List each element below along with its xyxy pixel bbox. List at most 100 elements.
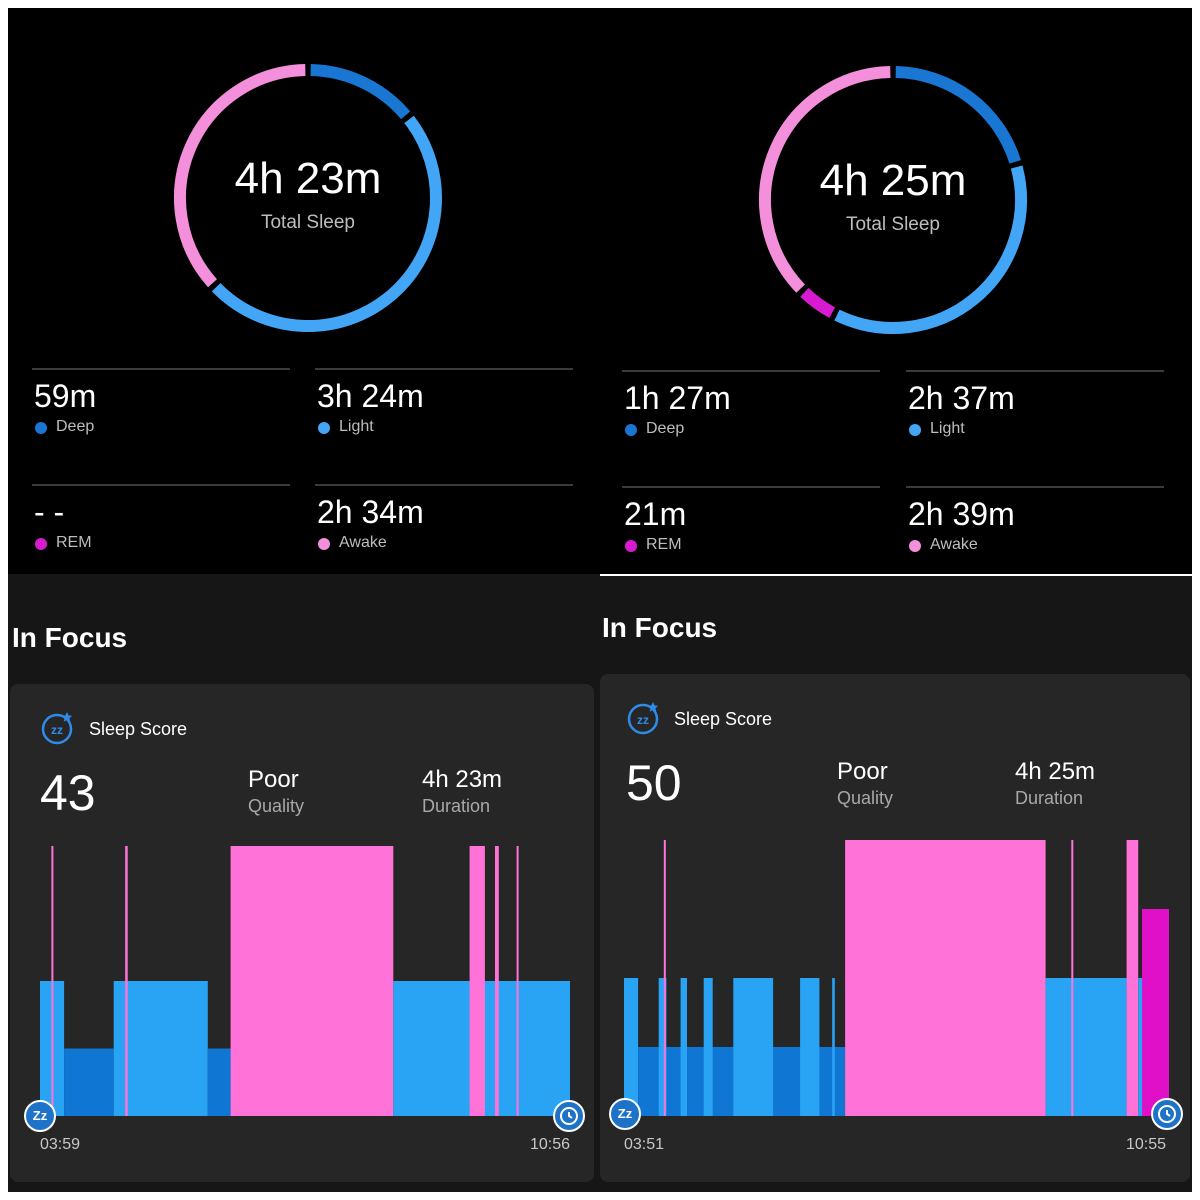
stage-bar-light (113, 981, 208, 1116)
duration-value: 4h 23m (422, 766, 503, 793)
quality-label: Quality (248, 796, 305, 816)
sleep-summary-section: 4h 23m Total Sleep 59m Deep 3h 24m Light… (8, 8, 600, 574)
in-focus-section: In Focus zz Sleep Score 43 Poor Quality … (8, 574, 600, 1192)
sleep-score-icon: zz (40, 710, 76, 746)
stat-light-label: Light (339, 418, 374, 435)
stat-light: 3h 24m Light (315, 368, 573, 435)
sleep-stage-ring-chart (759, 66, 1027, 334)
deep-dot-icon (625, 424, 637, 436)
quality-metric: Poor Quality (248, 766, 304, 817)
total-sleep-ring: 4h 23m Total Sleep (163, 53, 453, 343)
rem-dot-icon (625, 540, 637, 552)
stage-bar-awake (663, 840, 666, 1116)
in-focus-title: In Focus (602, 612, 718, 643)
sleep-summary-section: 4h 25m Total Sleep 1h 27m Deep 2h 37m Li… (598, 8, 1192, 574)
stage-bar-light (703, 978, 713, 1116)
stage-bar-light (733, 978, 774, 1116)
stat-rem-label: REM (646, 536, 682, 553)
quality-label: Quality (837, 788, 894, 808)
stat-rem-value: 21m (624, 496, 687, 532)
total-sleep-value: 4h 25m (819, 156, 967, 205)
end-time: 10:56 (530, 1136, 571, 1153)
stage-bar-awake (230, 846, 394, 1116)
sleep-stage-timeline (40, 846, 570, 1116)
stat-light-value: 2h 37m (908, 380, 1015, 416)
sleep-score-label: Sleep Score (89, 719, 188, 739)
stat-rem-value: - - (34, 494, 65, 530)
sleep-panel-right: 4h 25m Total Sleep 1h 27m Deep 2h 37m Li… (598, 0, 1192, 1200)
sleep-start-badge-icon: Zz (24, 1100, 56, 1132)
ring-segment-rem (800, 287, 836, 318)
rem-dot-icon (35, 538, 47, 550)
stage-bar-awake (845, 840, 1046, 1116)
in-focus-title: In Focus (12, 622, 128, 653)
duration-metric: 4h 25m Duration (1015, 758, 1095, 809)
ring-segment-light (834, 165, 1027, 334)
stat-deep-value: 59m (34, 378, 97, 414)
stat-rem: - - REM (32, 484, 290, 551)
stage-bar-rem (1142, 909, 1169, 1116)
sleep-score-label: Sleep Score (674, 709, 773, 729)
quality-metric: Poor Quality (837, 758, 893, 809)
quality-value: Poor (248, 766, 299, 793)
stat-rem-label: REM (56, 534, 92, 551)
stage-bar-awake (495, 846, 499, 1116)
ring-segment-awake (759, 66, 891, 293)
sleep-score-card[interactable]: zz Sleep Score 50 Poor Quality 4h 25m Du… (600, 674, 1190, 1182)
end-time: 10:55 (1126, 1136, 1167, 1153)
sleep-panel-left: 4h 23m Total Sleep 59m Deep 3h 24m Light… (8, 0, 600, 1200)
ring-segment-deep (310, 64, 411, 120)
stat-deep: 59m Deep (32, 368, 290, 435)
stage-bar-awake (125, 846, 128, 1116)
duration-metric: 4h 23m Duration (422, 766, 502, 817)
stage-bar-light (680, 978, 687, 1116)
deep-dot-icon (35, 422, 47, 434)
awake-dot-icon (318, 538, 330, 550)
total-sleep-label: Total Sleep (260, 212, 355, 233)
duration-label: Duration (422, 796, 491, 816)
stat-deep: 1h 27m Deep (622, 370, 880, 437)
sleep-score-value: 43 (40, 765, 96, 821)
ring-segment-awake (174, 64, 306, 288)
light-dot-icon (318, 422, 330, 434)
stage-bar-light (658, 978, 667, 1116)
start-time: 03:59 (40, 1136, 81, 1153)
sleep-score-icon: zz (626, 700, 662, 736)
total-sleep-label: Total Sleep (845, 214, 940, 235)
stage-bar-light (1045, 978, 1127, 1116)
wake-time-clock-icon (553, 1100, 585, 1132)
stage-bar-light (624, 978, 639, 1116)
wake-time-clock-icon (1151, 1098, 1183, 1130)
light-dot-icon (909, 424, 921, 436)
stage-bar-awake (51, 846, 54, 1116)
stat-deep-value: 1h 27m (624, 380, 731, 416)
stat-deep-label: Deep (56, 418, 95, 435)
stage-bar-awake (516, 846, 519, 1116)
stat-awake-value: 2h 39m (908, 496, 1015, 532)
stat-awake-value: 2h 34m (317, 494, 424, 530)
stage-bar-light (1138, 978, 1143, 1116)
sleep-stage-chart (40, 846, 570, 1116)
quality-value: Poor (837, 758, 888, 785)
stat-deep-label: Deep (646, 420, 685, 437)
awake-dot-icon (909, 540, 921, 552)
stat-light: 2h 37m Light (906, 370, 1164, 437)
stat-awake: 2h 34m Awake (315, 484, 573, 551)
stage-bar-light (800, 978, 820, 1116)
sleep-score-card[interactable]: zz Sleep Score 43 Poor Quality 4h 23m Du… (10, 684, 594, 1182)
stage-bar-deep (207, 1048, 231, 1116)
stage-bar-deep (64, 1048, 114, 1116)
stage-bar-awake (1071, 840, 1074, 1116)
total-sleep-ring: 4h 25m Total Sleep (748, 55, 1038, 345)
stat-light-value: 3h 24m (317, 378, 424, 414)
svg-text:zz: zz (637, 713, 649, 727)
stage-bar-awake (469, 846, 485, 1116)
ring-segment-deep (895, 66, 1021, 164)
total-sleep-value: 4h 23m (234, 154, 382, 203)
in-focus-section: In Focus zz Sleep Score 50 Poor Quality … (598, 576, 1192, 1192)
duration-label: Duration (1015, 788, 1084, 808)
stat-awake: 2h 39m Awake (906, 486, 1164, 553)
stat-awake-label: Awake (930, 536, 978, 553)
sleep-stage-timeline (624, 840, 1169, 1116)
stat-light-label: Light (930, 420, 965, 437)
